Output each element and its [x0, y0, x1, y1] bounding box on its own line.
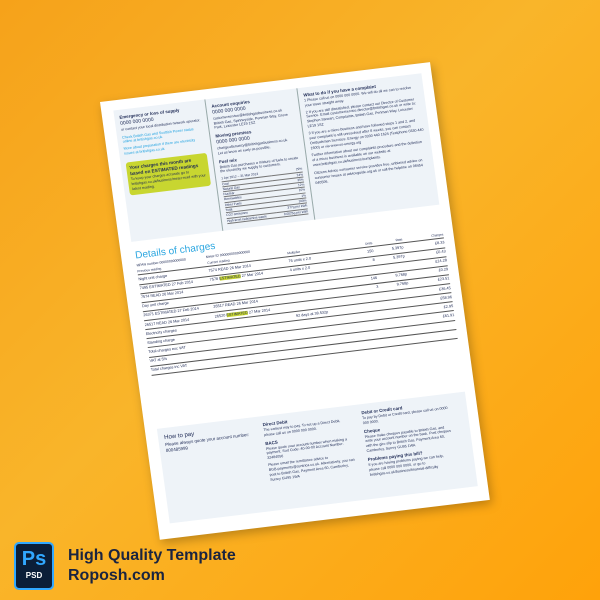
bill-document: Emergency or loss of supply 0000 000 000… — [100, 62, 490, 540]
fuel-mix-table: 1 Apr 2012 – 31 Mar 2013 29% Coal 24% Natura… — [220, 166, 309, 224]
photoshop-icon: Ps PSD — [14, 542, 54, 590]
estimated-highlight: ESTIMATED — [226, 310, 249, 317]
units — [361, 340, 387, 348]
units — [351, 267, 377, 275]
estimate-notice: Your charges this month are based on EST… — [125, 152, 212, 196]
brand-footer: Ps PSD High Quality Template Roposh.com — [14, 542, 236, 590]
units — [357, 312, 383, 320]
units — [356, 303, 382, 311]
estimated-highlight: ESTIMATED — [218, 274, 241, 281]
brand-tagline: High Quality Template — [68, 547, 236, 564]
units — [358, 322, 384, 330]
brand-site[interactable]: Roposh.com — [68, 567, 165, 584]
ps-label: Ps — [21, 548, 47, 570]
units: 146 — [370, 276, 378, 281]
units: 150 — [366, 248, 374, 254]
units: 3 — [376, 285, 379, 290]
emergency-column: Emergency or loss of supply 0000 000 000… — [113, 99, 224, 242]
info-panel: Emergency or loss of supply 0000 000 000… — [113, 73, 440, 242]
account-column: Account enquiries 0000 000 0000 customer… — [205, 88, 316, 231]
details-of-charges: Details of charges MPAN number 000000000… — [134, 213, 458, 376]
psd-label: PSD — [25, 571, 43, 580]
units — [359, 331, 385, 339]
rate — [386, 336, 417, 345]
complaint-column: What to do if you have a complaint 1 Ple… — [297, 73, 439, 219]
how-to-pay-panel: How to pay Please always quote your acco… — [156, 391, 478, 524]
units — [354, 294, 380, 302]
units: 8 — [372, 257, 375, 263]
